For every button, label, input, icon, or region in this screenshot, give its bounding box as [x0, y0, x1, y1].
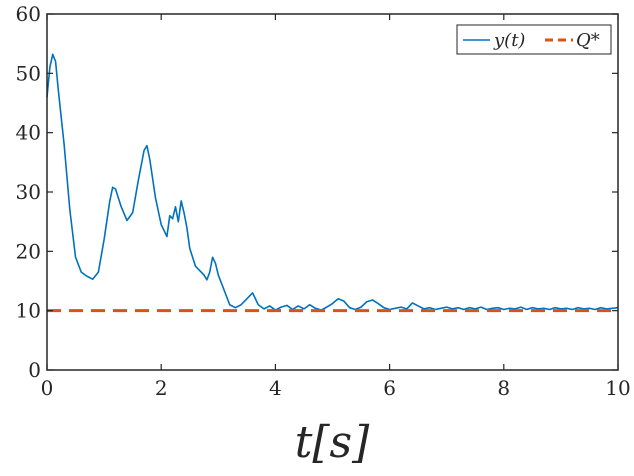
series-line-0 — [46, 53, 619, 311]
x-axis-label: t[s] — [295, 417, 370, 468]
y-tick-label: 50 — [16, 61, 41, 85]
y-tick-label: 30 — [16, 180, 41, 204]
y-tick-label: 60 — [16, 2, 41, 26]
y-tick-label: 0 — [28, 358, 41, 382]
x-tick-label: 10 — [605, 376, 630, 400]
x-tick-label: 6 — [383, 376, 396, 400]
x-tick-label: 8 — [497, 376, 510, 400]
y-tick-label: 10 — [16, 299, 41, 323]
legend: y(t) Q* — [456, 24, 612, 55]
x-tick-label: 0 — [41, 376, 54, 400]
y-tick-label: 20 — [16, 239, 41, 263]
y-tick-label: 40 — [16, 121, 41, 145]
legend-label-y: y(t) — [493, 30, 525, 51]
ticks-layer: 0 2 4 6 8 10 0 10 20 30 40 50 60 — [16, 2, 631, 400]
x-tick-label: 2 — [155, 376, 168, 400]
legend-label-q: Q* — [576, 30, 600, 51]
plot-area — [47, 14, 618, 370]
series-layer — [46, 53, 619, 313]
x-tick-label: 4 — [269, 376, 282, 400]
